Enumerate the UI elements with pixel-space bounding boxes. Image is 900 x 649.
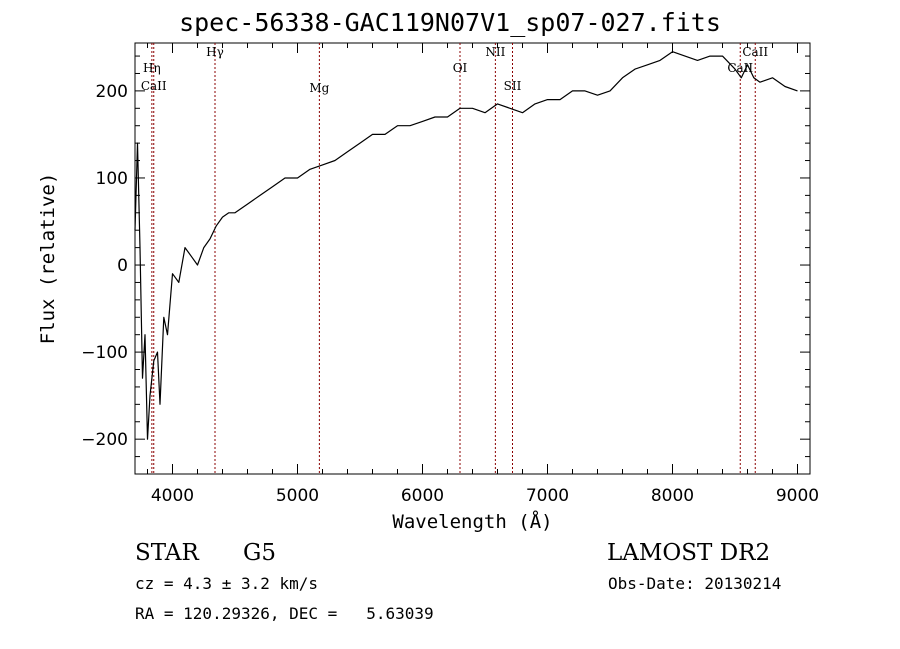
spectral-line-label: Hγ bbox=[206, 45, 224, 59]
x-tick-label: 6000 bbox=[401, 486, 444, 506]
spectral-line-label: Hη bbox=[143, 61, 161, 75]
x-axis-label: Wavelength (Å) bbox=[392, 510, 552, 533]
observation-date: Obs-Date: 20130214 bbox=[608, 574, 782, 593]
object-class: STAR bbox=[135, 540, 199, 566]
plot-frame bbox=[134, 42, 811, 475]
y-tick-label: −100 bbox=[81, 343, 128, 363]
x-tick-label: 9000 bbox=[776, 486, 819, 506]
survey-label: LAMOST DR2 bbox=[607, 540, 771, 566]
x-tick-label: 5000 bbox=[276, 486, 319, 506]
x-tick-label: 4000 bbox=[151, 486, 194, 506]
y-tick-label: 200 bbox=[96, 82, 128, 102]
spectral-line-label: Mg bbox=[309, 81, 329, 95]
chart-title: spec-56338-GAC119N07V1_sp07-027.fits bbox=[179, 8, 721, 37]
spectral-line-label: SII bbox=[504, 79, 522, 93]
x-tick-label: 8000 bbox=[651, 486, 694, 506]
x-tick-label: 7000 bbox=[526, 486, 569, 506]
coordinates-readout: RA = 120.29326, DEC = 5.63039 bbox=[135, 604, 434, 623]
spectral-line-label: CaII bbox=[141, 79, 167, 93]
y-tick-label: 0 bbox=[117, 256, 128, 276]
spectrum-line bbox=[134, 51, 798, 440]
spectral-line-label: NII bbox=[485, 45, 505, 59]
spectral-line-label: CaII bbox=[742, 45, 768, 59]
y-axis-label: Flux (relative) bbox=[37, 173, 59, 345]
y-tick-label: −200 bbox=[81, 430, 128, 450]
spectral-line-label: OI bbox=[453, 61, 468, 75]
object-subclass: G5 bbox=[243, 540, 277, 566]
y-tick-label: 100 bbox=[96, 169, 128, 189]
spectral-line-label: CaII bbox=[727, 61, 753, 75]
redshift-readout: cz = 4.3 ± 3.2 km/s bbox=[135, 574, 319, 593]
